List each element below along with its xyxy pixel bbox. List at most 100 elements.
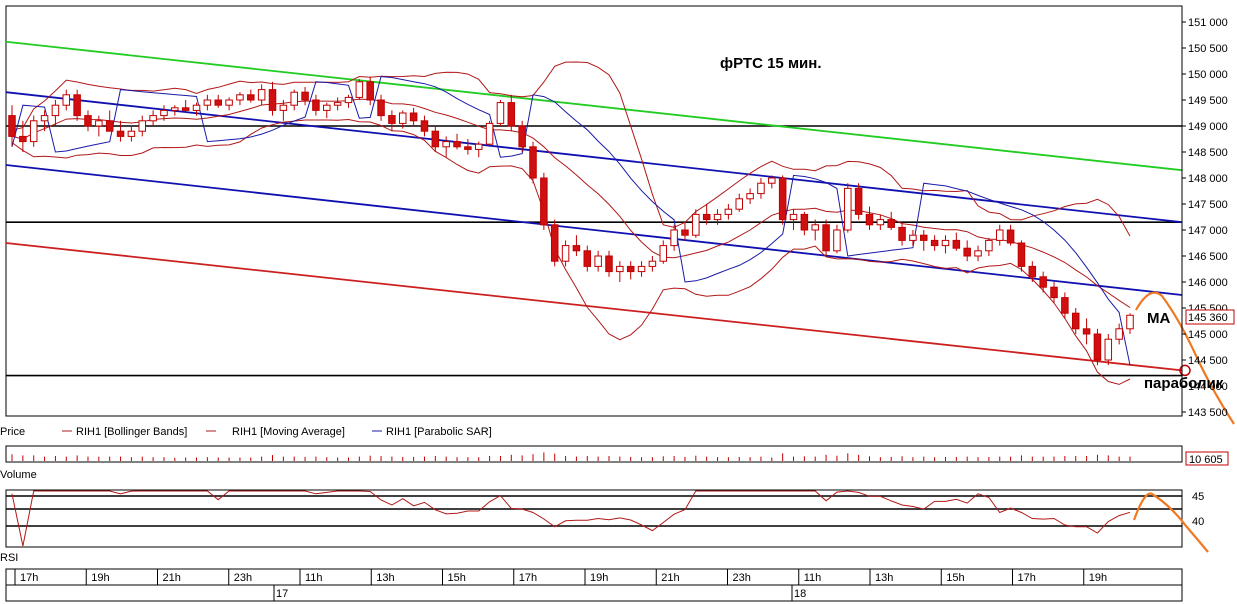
price-tick: 149 500 (1188, 95, 1228, 107)
candle (746, 188, 754, 204)
candle (670, 224, 678, 251)
candle (876, 214, 885, 230)
volume-last-value: 10 605 (1189, 454, 1223, 466)
time-label: 17h (20, 572, 38, 584)
volume-label: Volume (0, 469, 37, 481)
candle (920, 230, 928, 251)
volume-pane: 10 605 Volume (0, 445, 1229, 481)
candle (941, 235, 950, 254)
parabolic-annotation: параболик (1144, 375, 1224, 392)
candle (778, 175, 787, 225)
price-tick: 148 000 (1188, 173, 1228, 185)
candle (789, 209, 798, 230)
time-label: 21h (163, 572, 181, 584)
candle (225, 97, 233, 111)
candle (160, 105, 168, 121)
date-label: 18 (794, 588, 806, 600)
candle (735, 193, 743, 212)
candle (344, 94, 353, 108)
candle (800, 211, 809, 236)
time-label: 23h (234, 572, 252, 584)
last-price-label: 145 360 (1188, 312, 1228, 324)
price-axis: 151 000 150 500 150 000 149 500 149 000 148 5… (1181, 6, 1228, 419)
candle (995, 224, 1004, 246)
candle (247, 89, 255, 103)
candle (464, 139, 472, 155)
time-label: 11h (804, 572, 822, 584)
candle (572, 235, 581, 256)
candle (236, 92, 244, 106)
candle (171, 105, 179, 116)
price-tick: 146 000 (1188, 277, 1228, 289)
candle (1039, 271, 1047, 293)
candle (985, 237, 993, 256)
candle (420, 115, 429, 137)
time-label: 15h (448, 572, 466, 584)
time-label: 13h (875, 572, 893, 584)
candle (833, 224, 841, 254)
candle (431, 126, 440, 152)
candle (105, 110, 114, 132)
candle (388, 110, 396, 132)
time-label: 15h (946, 572, 964, 584)
time-label: 21h (661, 572, 679, 584)
candle (724, 204, 733, 220)
last-price-badge: 145 360 (1185, 309, 1235, 325)
candle (442, 136, 450, 158)
rsi-label: RSI (0, 552, 18, 564)
candle (681, 222, 689, 241)
candle (550, 219, 559, 267)
price-tick: 147 000 (1188, 225, 1228, 237)
time-label: 17h (519, 572, 537, 584)
bollinger-lower (11, 118, 1131, 385)
parabolic-marker (1179, 364, 1191, 377)
candle (930, 235, 939, 251)
ma-annotation: MA (1147, 310, 1170, 327)
candle (29, 115, 38, 147)
candle (507, 94, 516, 132)
rsi-line (11, 490, 1131, 547)
candle (399, 110, 407, 129)
candle (84, 110, 92, 132)
price-tick: 147 500 (1188, 199, 1228, 211)
candle (1050, 282, 1058, 303)
candle (605, 250, 613, 277)
candle (366, 76, 374, 106)
rsi-pane: 45 40 RSI (0, 489, 1209, 564)
candle (952, 232, 961, 251)
price-tick: 151 000 (1188, 17, 1228, 29)
price-tick: 145 000 (1188, 329, 1228, 341)
candle (768, 175, 776, 189)
candle (181, 100, 190, 113)
candle (51, 100, 60, 126)
candle (1104, 334, 1113, 366)
candle (192, 102, 201, 116)
candle (1006, 224, 1015, 246)
trend-line (5, 91, 1183, 224)
candle (822, 219, 830, 256)
candle (268, 81, 277, 116)
price-tick: 144 500 (1188, 355, 1228, 367)
rsi-forecast-curve (1132, 492, 1209, 553)
time-label: 19h (1089, 572, 1107, 584)
candle (909, 230, 917, 246)
candle (626, 261, 635, 280)
candle (474, 141, 483, 158)
candle (485, 120, 494, 147)
candle (203, 94, 212, 111)
candle (616, 261, 624, 282)
time-axis: 17h 19h 21h 23h 11h 13h 15h 17h 19h 21h 23h 11h 13h 1… (5, 568, 1183, 602)
legend-price: Price (0, 426, 25, 438)
parabolic-sar (11, 76, 1131, 366)
legend: Price RIH1 [Bollinger Bands] RIH1 [Movin… (0, 426, 492, 438)
rsi-tick-40: 40 (1192, 516, 1204, 528)
trend-line (5, 40, 1183, 172)
candle (974, 245, 982, 262)
candle (496, 100, 505, 126)
candle (659, 240, 668, 264)
time-label: 19h (91, 572, 109, 584)
candle (713, 209, 722, 225)
candle (898, 222, 906, 246)
date-label: 17 (276, 588, 288, 600)
